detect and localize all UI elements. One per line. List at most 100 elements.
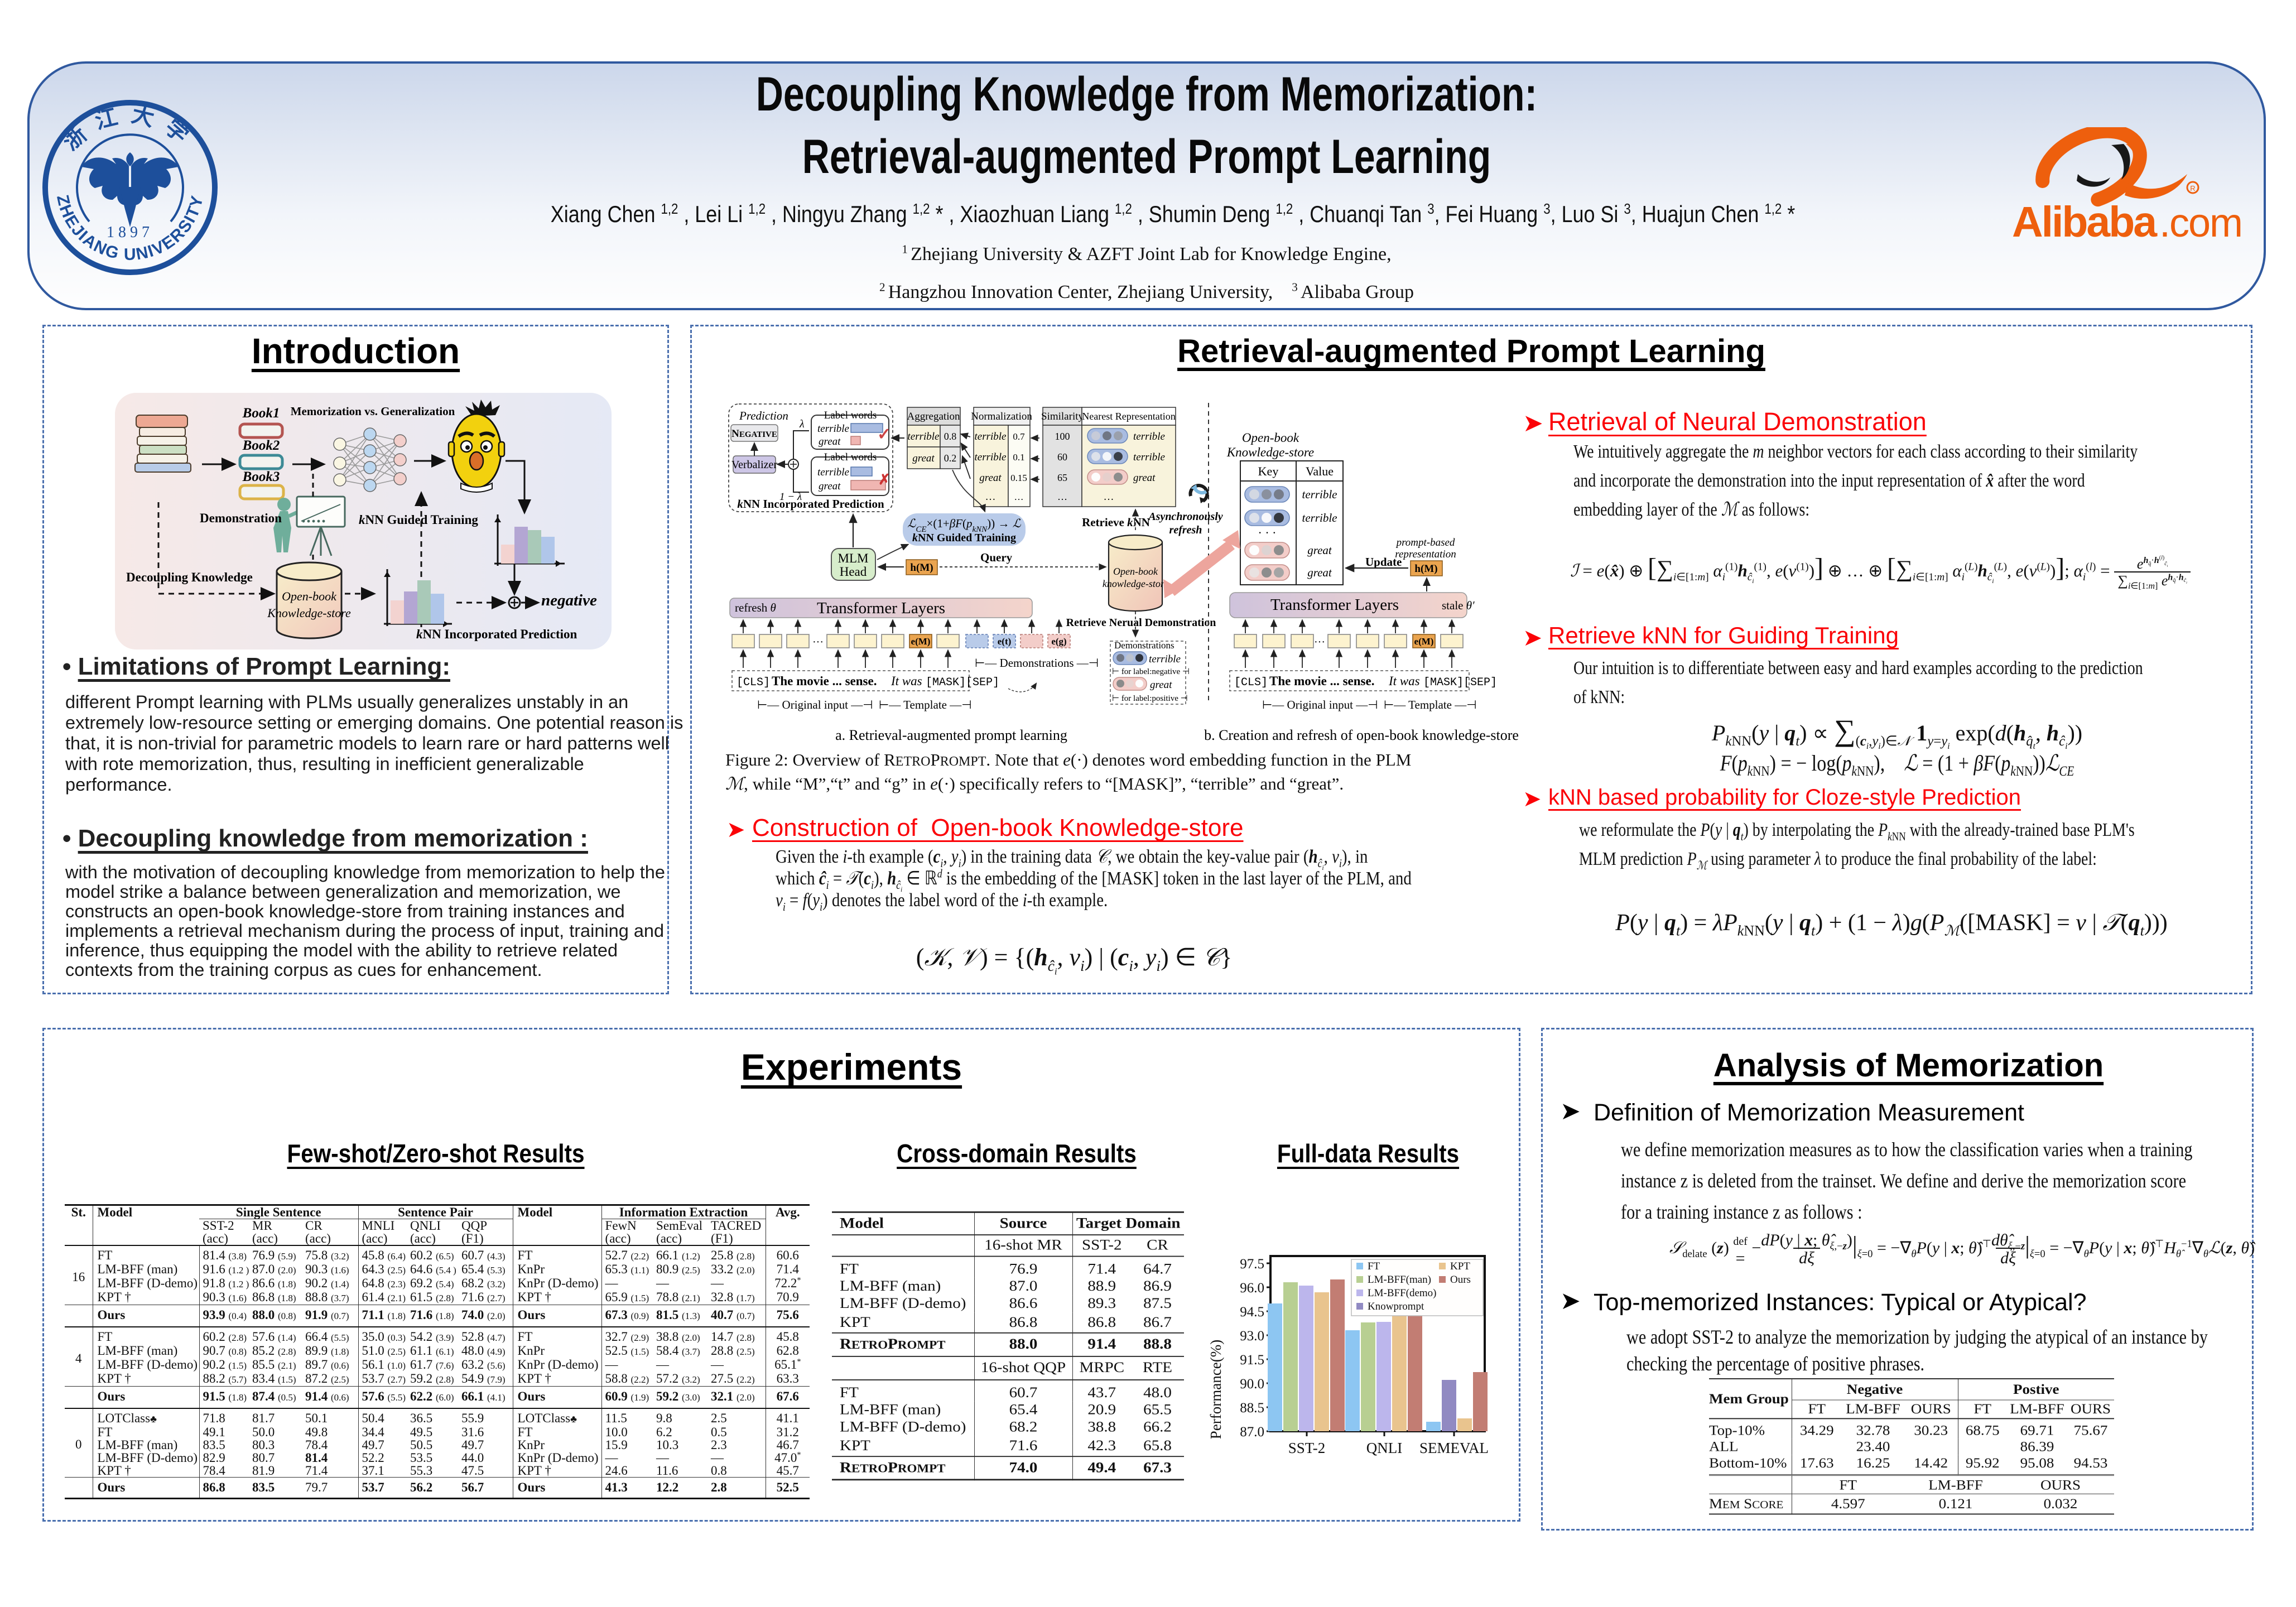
svg-text:Prediction: Prediction <box>739 409 788 422</box>
svg-text:Knowledge-store: Knowledge-store <box>267 606 351 620</box>
svg-text:[MASK][SEP]: [MASK][SEP] <box>926 676 999 689</box>
svg-text:96.0: 96.0 <box>1240 1281 1264 1296</box>
svg-text:Performance(%): Performance(%) <box>1207 1340 1224 1439</box>
svg-text:refresh θ: refresh θ <box>735 601 776 614</box>
svg-text:a. Retrieval-augmented prompt: a. Retrieval-augmented prompt learning <box>835 727 1067 743</box>
svg-text:e(g): e(g) <box>1051 636 1066 647</box>
svg-text:91.5: 91.5 <box>1240 1353 1264 1368</box>
svg-text:Asynchronously: Asynchronously <box>1147 511 1222 523</box>
svg-text:0.2: 0.2 <box>944 453 957 464</box>
svg-text:terrible: terrible <box>1302 488 1337 501</box>
svg-text:Book2: Book2 <box>242 438 280 453</box>
svg-text:h(M): h(M) <box>1414 563 1437 575</box>
svg-text:97.5: 97.5 <box>1240 1257 1264 1272</box>
svg-text:···: ··· <box>812 636 824 648</box>
svg-text:Demonstrations: Demonstrations <box>1114 640 1175 651</box>
svg-text:great: great <box>912 453 935 464</box>
svg-text:great: great <box>1307 566 1332 579</box>
svg-text:Label words: Label words <box>824 451 877 463</box>
svg-text:kNN Incorporated Prediction: kNN Incorporated Prediction <box>737 497 884 511</box>
svg-text:e(t): e(t) <box>998 636 1012 647</box>
svg-text:⊢— Original input —⊣ ⊢— Templ: ⊢— Original input —⊣ ⊢— Template —⊣ <box>757 698 972 711</box>
svg-text:The movie ... sense.: The movie ... sense. <box>1269 674 1374 688</box>
svg-text:[MASK][SEP]: [MASK][SEP] <box>1423 676 1497 689</box>
svg-text:Book1: Book1 <box>242 406 280 421</box>
svg-text:Open-book: Open-book <box>1113 566 1158 577</box>
svg-text:⊢— Demonstrations —⊣: ⊢— Demonstrations —⊣ <box>975 656 1099 670</box>
svg-text:✗: ✗ <box>878 471 891 488</box>
svg-text:Similarity: Similarity <box>1041 411 1084 422</box>
svg-text:refresh: refresh <box>1169 524 1202 536</box>
svg-text:terrible: terrible <box>817 423 849 435</box>
svg-text:prompt-based: prompt-based <box>1395 537 1455 549</box>
svg-text:Verbalizer: Verbalizer <box>731 459 778 471</box>
svg-text:e(M): e(M) <box>911 636 931 647</box>
svg-text:R: R <box>2190 184 2195 193</box>
svg-text:Nearest Representation: Nearest Representation <box>1082 411 1175 422</box>
svg-text:65: 65 <box>1057 472 1067 483</box>
svg-text:Value: Value <box>1306 464 1334 478</box>
svg-text:Update: Update <box>1365 555 1402 569</box>
svg-text:terrible: terrible <box>975 431 1007 442</box>
svg-text:· · ·: · · · <box>1258 526 1277 540</box>
svg-text:FT: FT <box>1368 1260 1380 1272</box>
svg-text:浙江大学: 浙江大学 <box>58 102 202 155</box>
svg-text:···: ··· <box>1314 636 1325 648</box>
svg-text:⊢ for label:positive ⊣: ⊢ for label:positive ⊣ <box>1112 694 1188 703</box>
svg-text:kNN Guided Training: kNN Guided Training <box>912 532 1016 544</box>
svg-text:λ: λ <box>799 418 805 430</box>
svg-text:Knowledge-store: Knowledge-store <box>1226 445 1314 459</box>
svg-text:terrible: terrible <box>1133 451 1165 463</box>
svg-text:93.0: 93.0 <box>1240 1329 1264 1344</box>
svg-text:SST-2: SST-2 <box>1288 1440 1326 1456</box>
svg-text:60: 60 <box>1057 451 1067 463</box>
svg-text:great: great <box>819 436 841 448</box>
svg-text:1897: 1897 <box>107 224 153 241</box>
svg-text:The movie ... sense.: The movie ... sense. <box>772 674 877 688</box>
svg-text:Label words: Label words <box>824 410 877 421</box>
svg-text:e(M): e(M) <box>1414 636 1434 647</box>
svg-text:great: great <box>979 472 1002 484</box>
svg-text:great: great <box>1133 472 1156 484</box>
svg-text:It was: It was <box>891 674 922 688</box>
svg-text:kNN Incorporated Prediction: kNN Incorporated Prediction <box>416 627 577 641</box>
svg-text:It was: It was <box>1388 674 1420 688</box>
svg-text:QNLI: QNLI <box>1366 1440 1402 1456</box>
svg-text:terrible: terrible <box>1302 511 1337 525</box>
svg-text:great: great <box>1150 679 1172 691</box>
svg-text:terrible: terrible <box>817 466 849 478</box>
svg-text:terrible: terrible <box>1133 431 1165 442</box>
svg-text:h(M): h(M) <box>910 562 933 574</box>
svg-text:terrible: terrible <box>975 451 1007 463</box>
svg-text:Open-book: Open-book <box>1242 431 1299 445</box>
svg-text:0.7: 0.7 <box>1013 431 1025 442</box>
svg-text:terrible: terrible <box>908 431 940 442</box>
svg-text:Open-book: Open-book <box>282 589 337 603</box>
svg-text:0.8: 0.8 <box>944 431 957 442</box>
svg-text:great: great <box>819 480 841 492</box>
svg-text:.com: .com <box>2159 201 2242 246</box>
svg-text:✓: ✓ <box>877 425 891 444</box>
svg-text:100: 100 <box>1055 431 1070 442</box>
svg-text:stale θ′: stale θ′ <box>1442 599 1475 612</box>
svg-text:Knowprompt: Knowprompt <box>1368 1301 1424 1312</box>
svg-text:kNN Guided Training: kNN Guided Training <box>359 513 478 527</box>
svg-text:SEMEVAL: SEMEVAL <box>1419 1440 1489 1456</box>
svg-text:Alibaba: Alibaba <box>2012 198 2158 246</box>
svg-text:Retrieve Nerual Demonstration: Retrieve Nerual Demonstration <box>1066 617 1216 629</box>
svg-text:…: … <box>985 491 996 503</box>
svg-text:Query: Query <box>980 551 1013 564</box>
svg-text:…: … <box>1104 491 1114 503</box>
svg-text:⊢ for label:negative ⊣: ⊢ for label:negative ⊣ <box>1112 667 1190 676</box>
svg-text:KPT: KPT <box>1450 1260 1470 1272</box>
svg-text:Retrieve kNN: Retrieve kNN <box>1082 516 1150 529</box>
svg-text:0.15: 0.15 <box>1010 473 1027 483</box>
svg-text:Book3: Book3 <box>242 469 280 484</box>
svg-text:Transformer Layers: Transformer Layers <box>1270 596 1399 614</box>
svg-text:Transformer Layers: Transformer Layers <box>817 599 945 617</box>
svg-text:terrible: terrible <box>1149 653 1181 665</box>
svg-text:MLM: MLM <box>838 551 869 565</box>
svg-text:⊢— Original input —⊣ ⊢— Templ: ⊢— Original input —⊣ ⊢— Template —⊣ <box>1262 698 1477 711</box>
svg-text:representation: representation <box>1395 549 1456 560</box>
svg-text:…: … <box>1057 491 1067 502</box>
